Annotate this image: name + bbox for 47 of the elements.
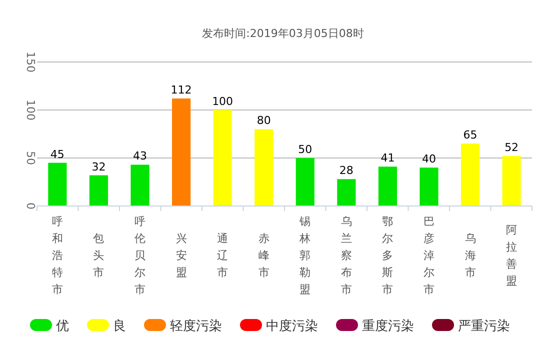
legend-label: 优 <box>56 319 69 334</box>
legend-label: 中度污染 <box>266 318 318 334</box>
x-tick-label: 兴安盟 <box>176 232 187 279</box>
bar <box>337 179 356 206</box>
data-label: 52 <box>504 141 519 154</box>
data-label: 41 <box>380 152 395 165</box>
x-tick-label: 乌兰察布市 <box>340 215 352 296</box>
data-label: 100 <box>212 95 234 108</box>
data-label: 28 <box>339 164 354 178</box>
x-tick-label: 通辽市 <box>217 232 228 279</box>
data-label: 112 <box>170 83 192 96</box>
x-tick-label: 呼伦贝尔市 <box>134 215 146 296</box>
x-tick-label: 鄂尔多斯市 <box>382 215 394 296</box>
x-tick-label: 锡林郭勒盟 <box>298 215 311 296</box>
bar <box>460 144 480 206</box>
data-label: 45 <box>50 148 64 161</box>
bar <box>296 158 314 206</box>
bar <box>420 168 438 206</box>
bar <box>378 166 397 206</box>
x-tick-label: 赤峰市 <box>258 232 270 279</box>
x-tick-label: 乌海市 <box>464 232 476 279</box>
bar <box>172 98 191 206</box>
bar <box>48 162 67 206</box>
bar <box>213 110 232 206</box>
legend-label: 轻度污染 <box>170 318 222 334</box>
data-label: 40 <box>422 152 436 166</box>
x-tick-label: 包头市 <box>93 232 104 279</box>
bar <box>130 164 150 206</box>
x-tick-label: 阿拉善盟 <box>506 224 518 288</box>
bar <box>502 156 521 206</box>
data-label: 50 <box>298 143 312 156</box>
data-label: 65 <box>463 128 478 142</box>
legend-label: 良 <box>113 319 126 334</box>
legend-label: 重度污染 <box>362 318 414 334</box>
bar <box>254 129 274 206</box>
x-tick-label: 巴彦淖尔市 <box>423 215 434 296</box>
y-tick-label: 150 <box>24 52 37 72</box>
bar <box>89 175 108 206</box>
y-tick-label: 100 <box>24 100 37 120</box>
legend-label: 严重污染 <box>458 319 510 334</box>
data-label: 80 <box>256 114 271 128</box>
x-tick-label: 呼和浩特市 <box>52 215 63 296</box>
y-tick-label: 0 <box>24 202 37 210</box>
data-label: 43 <box>133 150 148 163</box>
chart-title: 发布时间:2019年03月05日08时 <box>202 27 364 40</box>
y-tick-label: 50 <box>24 151 37 165</box>
data-label: 32 <box>92 160 106 174</box>
